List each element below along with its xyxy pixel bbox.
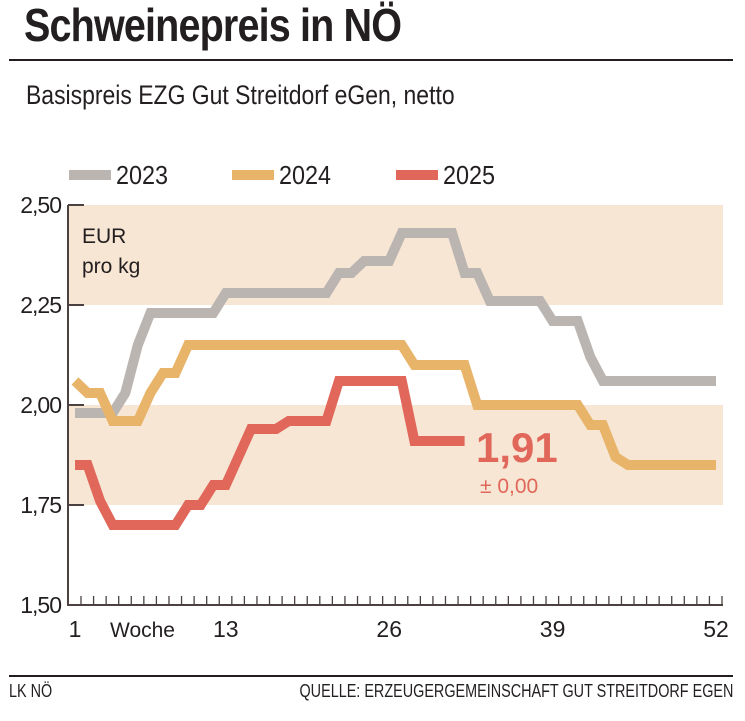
title-divider	[9, 59, 733, 61]
y-tick-label: 2,50	[20, 192, 61, 218]
legend-swatch-2023	[69, 170, 111, 180]
legend-label-2025: 2025	[443, 159, 496, 190]
y-tick-label: 1,75	[20, 492, 61, 518]
unit-label-per-kg: pro kg	[82, 255, 140, 278]
legend-swatch-2024	[232, 170, 274, 180]
legend-item-2023: 2023	[69, 160, 174, 190]
x-tick-label: 1	[69, 616, 82, 642]
series-line-2023	[75, 228, 716, 418]
series-line-2024	[71, 340, 716, 470]
y-tick-label: 2,00	[20, 392, 61, 418]
change-annotation: ± 0,00	[480, 475, 538, 498]
legend-label-2023: 2023	[116, 159, 169, 190]
footer-credit: LK NÖ	[9, 681, 53, 701]
series-line-2025	[75, 376, 465, 530]
x-tick-label: 52	[703, 616, 729, 642]
y-tick-label: 1,50	[20, 592, 61, 618]
x-tick-label: 39	[540, 616, 566, 642]
unit-label-currency: EUR	[82, 225, 126, 248]
chart-subtitle: Basispreis EZG Gut Streitdorf eGen, nett…	[26, 80, 455, 110]
legend-item-2025: 2025	[396, 160, 501, 190]
legend-label-2024: 2024	[279, 159, 332, 190]
footer-divider	[9, 675, 733, 677]
shaded-band-0	[68, 405, 723, 505]
legend-item-2024: 2024	[232, 160, 337, 190]
x-tick-label: 26	[376, 616, 402, 642]
footer-source: QUELLE: ERZEUGERGEMEINSCHAFT GUT STREITD…	[299, 681, 733, 701]
current-value-annotation: 1,91	[476, 424, 558, 471]
chart-title: Schweinepreis in NÖ	[24, 0, 402, 51]
y-tick-label: 2,25	[20, 292, 61, 318]
x-tick-label: 13	[213, 616, 239, 642]
x-axis-label: Woche	[110, 619, 175, 642]
legend-swatch-2025	[396, 170, 438, 180]
